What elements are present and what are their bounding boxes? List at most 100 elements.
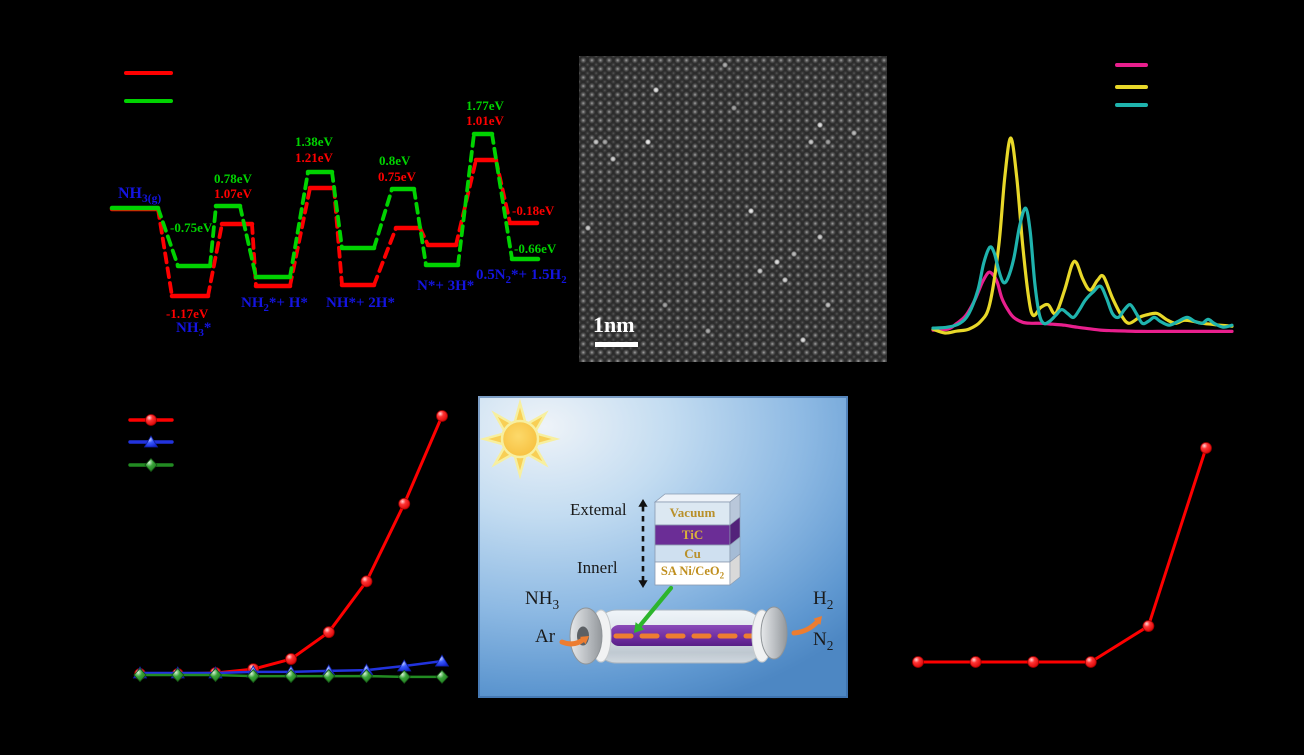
bright-atom-dot — [748, 207, 754, 214]
green-marker — [435, 669, 449, 684]
red-path-connector — [288, 186, 312, 288]
inlet-arrow — [559, 636, 587, 647]
line-profile-panel — [920, 40, 1265, 350]
energy-label: 1.21eV — [295, 150, 333, 165]
bright-atom-dot — [662, 302, 668, 309]
legend-green-line-swatch — [124, 99, 173, 103]
bright-atom-dot — [593, 139, 600, 145]
pointer-arrowhead-icon — [634, 622, 645, 633]
arrow-up-icon — [638, 499, 648, 507]
teal-curve — [931, 206, 1234, 330]
legend-marker-circle — [145, 414, 157, 426]
energy-label: NH2*+ H* — [241, 295, 308, 314]
red-marker — [285, 653, 297, 665]
sun-icon — [479, 398, 561, 480]
legend-magenta-swatch — [1115, 63, 1148, 67]
red-marker — [360, 575, 373, 588]
red-marker — [436, 410, 448, 422]
red-marker — [912, 656, 924, 668]
green-marker — [359, 668, 374, 684]
energy-label: NH*+ 2H* — [326, 295, 395, 311]
green-marker — [171, 667, 185, 683]
energy-label: N*+ 3H* — [417, 278, 475, 294]
line-profile-svg — [931, 136, 1234, 335]
energy-label: 0.78eV — [214, 171, 252, 186]
red-marker — [1027, 656, 1040, 668]
h2-label: H2 — [813, 588, 834, 612]
green-path-connector — [330, 170, 344, 250]
red-path-connector — [418, 226, 430, 247]
green-marker — [208, 667, 223, 683]
energy-label: 1.77eV — [466, 98, 504, 113]
bright-atom-dot — [816, 121, 823, 128]
bright-atom-dot — [825, 139, 832, 145]
energy-label: NH3(g) — [118, 185, 162, 206]
legend-marker-diamond — [144, 457, 158, 473]
rate-chart-panel — [880, 390, 1260, 702]
green-path-connector — [490, 132, 514, 261]
bright-atom-dot — [808, 139, 815, 145]
legend-red-line-swatch — [124, 71, 173, 75]
blue-marker — [434, 654, 450, 667]
green-marker — [133, 667, 147, 683]
arrow-down-icon — [638, 580, 648, 588]
outlet-arrowhead-icon — [813, 616, 822, 625]
red-marker — [398, 497, 411, 510]
bright-atom-dot — [791, 250, 797, 257]
bright-atom-dot — [816, 233, 823, 240]
legend-marker-triangle — [143, 435, 159, 448]
bright-atom-dot — [782, 276, 789, 283]
green-marker — [397, 669, 411, 684]
bright-atom-dot — [773, 259, 780, 266]
energy-label: -0.18eV — [512, 203, 555, 218]
kinetics-chart-svg — [128, 410, 450, 684]
energy-label: -1.17eV — [166, 306, 209, 321]
bright-atom-dot — [584, 225, 591, 231]
bright-atom-dot — [653, 87, 660, 94]
sun-body — [500, 419, 540, 459]
red-path-connector — [156, 207, 174, 298]
red-path-connector — [206, 222, 224, 298]
reactor-schematic-svg — [479, 398, 822, 665]
nh3-label: NH3 — [525, 588, 560, 612]
green-path-connector — [208, 204, 218, 268]
bright-atom-dot — [851, 130, 858, 137]
energy-label: 1.38eV — [295, 134, 333, 149]
bright-atom-dot — [705, 328, 711, 335]
red-path-connector — [372, 226, 398, 287]
bright-atom-dot — [799, 336, 806, 343]
energy-label: NH3* — [176, 320, 212, 339]
bright-atom-dot — [644, 139, 651, 145]
green-path-connector — [238, 204, 258, 279]
green-marker — [322, 668, 336, 684]
red-line — [916, 446, 1208, 664]
tem-image-panel: 1nm — [579, 56, 887, 362]
red-line — [138, 414, 444, 676]
energy-diagram-svg — [109, 131, 541, 299]
reactor-schematic-panel: Extemal Innerl Vacuum TiC Cu SA Ni/CeO2 … — [478, 396, 848, 698]
inner-label: Innerl — [577, 558, 618, 577]
tic-layer-label: TiC — [681, 527, 704, 542]
red-marker — [969, 656, 982, 668]
green-path-connector — [456, 132, 476, 267]
bright-atom-dot — [756, 268, 763, 274]
green-marker — [284, 668, 298, 684]
energy-label: 0.8eV — [379, 153, 411, 168]
inlet-arrowhead-icon — [580, 636, 589, 645]
sa-ni-ceo2-layer-label: SA Ni/CeO2 — [660, 564, 725, 581]
energy-label: 0.5N2*+ 1.5H2 — [476, 267, 567, 286]
green-path-connector — [372, 187, 394, 250]
bright-atom-dot — [730, 104, 737, 111]
energy-label: -0.66eV — [514, 241, 557, 256]
energy-label: 1.07eV — [214, 186, 252, 201]
bright-atom-dot — [722, 61, 729, 68]
energy-label: -0.75eV — [170, 220, 213, 235]
stack-top-face — [653, 493, 742, 503]
outlet-arrow — [791, 618, 821, 636]
sa-ni-ceo2-layer-side — [729, 553, 741, 586]
pointer-arrow — [635, 585, 674, 631]
bright-atom-dot — [610, 156, 617, 163]
external-label: Extemal — [570, 500, 627, 519]
bright-atom-dot — [825, 302, 832, 309]
